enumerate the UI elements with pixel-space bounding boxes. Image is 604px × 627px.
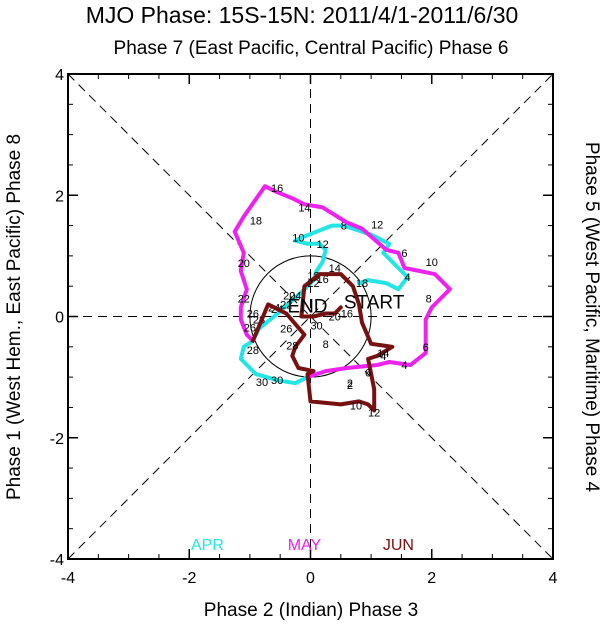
day-label: 8 — [426, 293, 432, 305]
day-label: 22 — [307, 278, 319, 290]
legend-entry-apr: APR — [191, 537, 224, 554]
day-label: 14 — [377, 348, 389, 360]
day-label: 22 — [238, 293, 250, 305]
day-label: 14 — [298, 202, 310, 214]
day-label: 14 — [329, 263, 341, 275]
day-label: 12 — [368, 407, 380, 419]
day-label: 26 — [247, 308, 259, 320]
day-label: 24 — [289, 290, 301, 302]
day-label: 10 — [426, 257, 438, 269]
day-label: 2 — [347, 378, 353, 390]
day-label: 20 — [329, 312, 341, 324]
day-label: 26 — [244, 322, 256, 334]
day-label: 2 — [347, 380, 353, 392]
x-tick-label: 2 — [427, 570, 436, 587]
y-tick-label: -4 — [50, 552, 64, 569]
day-label: 28 — [286, 341, 298, 353]
x-tick-label: -4 — [61, 570, 75, 587]
day-label: 8 — [323, 339, 329, 351]
y-tick-label: 2 — [55, 188, 64, 205]
diagonal-line — [67, 73, 554, 560]
day-label: 18 — [250, 216, 262, 228]
legend-entry-may: MAY — [288, 537, 322, 554]
bottom-phase-label: Phase 2 (Indian) Phase 3 — [204, 600, 418, 621]
day-label: 28 — [247, 345, 259, 357]
day-label: 20 — [283, 290, 295, 302]
day-label: 30 — [256, 377, 268, 389]
day-label: 16 — [317, 274, 329, 286]
y-tick-label: 4 — [55, 67, 64, 84]
day-label: 16 — [271, 183, 283, 195]
day-label: 8 — [341, 221, 347, 233]
day-label: 6 — [423, 342, 429, 354]
day-label: 12 — [317, 239, 329, 251]
y-tick-label: 0 — [55, 310, 64, 327]
day-label: 10 — [350, 401, 362, 413]
series-line-may — [232, 184, 452, 380]
x-tick-label: 4 — [549, 570, 558, 587]
day-label: 4 — [380, 351, 386, 363]
y-tick-label: -2 — [50, 431, 64, 448]
day-label: 10 — [292, 233, 304, 245]
end-label: END — [287, 297, 327, 318]
diagonal-line — [67, 73, 554, 560]
day-label: 18 — [356, 278, 368, 290]
legend: APR MAY JUN — [191, 537, 414, 554]
day-label: 4 — [404, 272, 410, 284]
x-axis: -4 -2 0 2 4 — [61, 74, 558, 587]
day-label: 12 — [371, 219, 383, 231]
x-tick-label: -2 — [182, 570, 196, 587]
chart-title: MJO Phase: 15S-15N: 2011/4/1-2011/6/30 — [86, 2, 519, 28]
day-label: 6 — [401, 248, 407, 260]
day-label: 30 — [271, 375, 283, 387]
day-label: 4 — [401, 360, 407, 372]
day-label: 26 — [280, 324, 292, 336]
legend-entry-jun: JUN — [383, 537, 414, 554]
day-label: 20 — [238, 258, 250, 270]
right-phase-label: Phase 5 (West Pacific, Maritime) Phase 4 — [581, 142, 602, 493]
day-label: 22 — [280, 299, 292, 311]
day-label: 16 — [341, 308, 353, 320]
series-line-jun — [250, 272, 395, 413]
left-phase-label: Phase 1 (West Hem., East Pacific) Phase … — [4, 134, 25, 500]
series-line-apr — [238, 223, 410, 386]
day-label: 30 — [310, 321, 322, 333]
top-phase-label: Phase 7 (East Pacific, Central Pacific) … — [114, 38, 509, 59]
start-label: START — [344, 292, 405, 313]
day-label: 6 — [365, 367, 371, 379]
x-tick-label: 0 — [306, 570, 315, 587]
